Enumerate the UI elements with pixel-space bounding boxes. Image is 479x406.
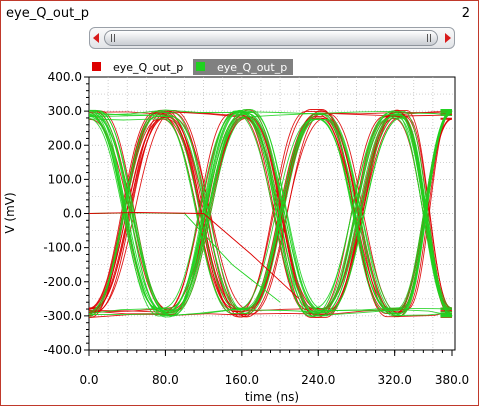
legend-label-series-1: eye_Q_out_p (113, 61, 183, 74)
scroll-right-arrow-icon[interactable] (445, 33, 451, 43)
x-tick-label: 80.0 (152, 373, 179, 387)
y-tick-label: -400.0 (43, 343, 82, 357)
legend: eye_Q_out_p eye_Q_out_p (92, 59, 293, 75)
x-axis-label: time (ns) (245, 390, 299, 404)
thumb-grip-left-icon[interactable] (111, 34, 115, 42)
y-tick-label: 100.0 (48, 172, 82, 186)
legend-item-series-2-highlight (193, 59, 293, 75)
axis-ticks (84, 76, 453, 356)
y-tick-labels: 400.0 300.0 200.0 100.0 0.0 -100.0 -200.0 -300.… (43, 70, 82, 357)
series-2-trace (88, 109, 453, 315)
x-tick-label: 160.0 (225, 373, 259, 387)
legend-swatch-series-1 (92, 62, 101, 71)
window-number: 2 (461, 6, 470, 21)
window-title: eye_Q_out_p (6, 6, 89, 21)
legend-label-series-2: eye_Q_out_p (217, 61, 287, 74)
x-tick-label: 240.0 (301, 373, 335, 387)
x-tick-label: 380.0 (435, 373, 469, 387)
y-tick-label: 300.0 (48, 104, 82, 118)
series-2-trace (89, 109, 453, 317)
series-2-trace (88, 112, 453, 316)
eye-traces (88, 108, 453, 318)
scrollbar-thumb[interactable] (104, 30, 438, 46)
y-tick-label: 200.0 (48, 138, 82, 152)
series-2-trace (88, 110, 453, 317)
x-tick-label: 320.0 (378, 373, 412, 387)
series-2-trace (89, 112, 453, 318)
y-tick-label: -100.0 (43, 241, 82, 255)
series-2-trace (89, 108, 453, 317)
settling-trace-red (88, 212, 300, 300)
y-tick-label: 400.0 (48, 70, 82, 84)
thumb-grip-right-icon[interactable] (427, 34, 431, 42)
scroll-left-arrow-icon[interactable] (93, 33, 99, 43)
y-tick-label: 0.0 (63, 207, 82, 221)
y-axis-label: V (mV) (3, 192, 17, 233)
x-tick-labels: 0.0 80.0 160.0 240.0 320.0 380.0 (79, 373, 469, 387)
y-tick-label: -300.0 (43, 309, 82, 323)
series-2-trace (88, 110, 453, 312)
horizontal-scrollbar[interactable] (89, 27, 455, 49)
series-2-traces (88, 108, 453, 318)
series-2-trace (89, 109, 453, 315)
y-tick-label: -200.0 (43, 275, 82, 289)
legend-swatch-series-2 (196, 62, 205, 71)
x-tick-label: 0.0 (79, 373, 98, 387)
